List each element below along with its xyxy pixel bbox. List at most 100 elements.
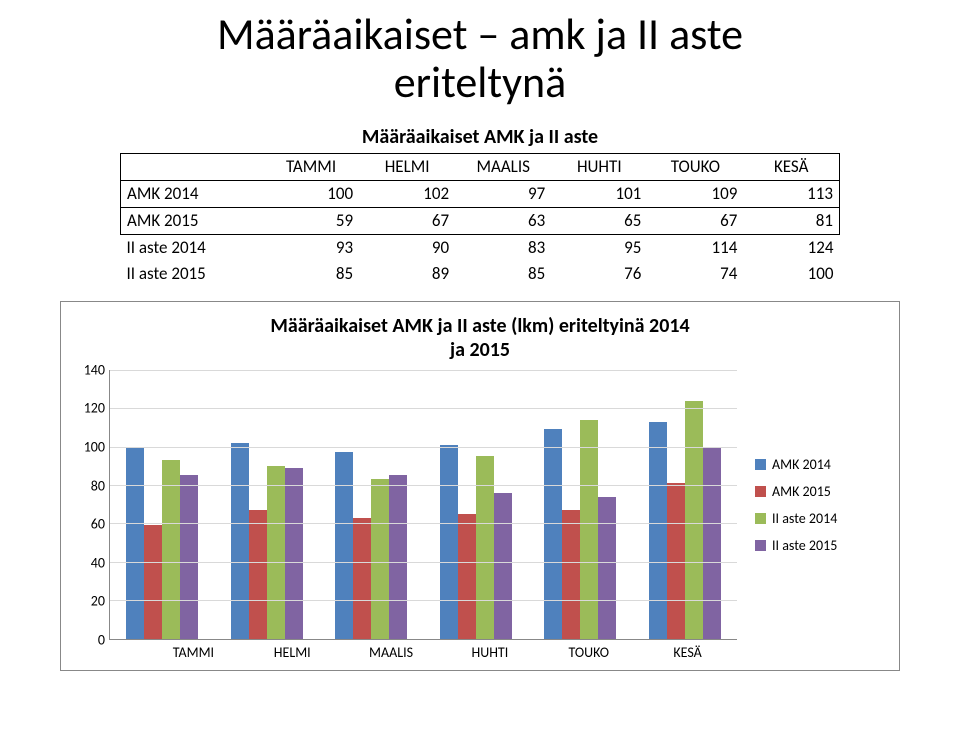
legend-swatch [755,540,766,551]
bar [458,514,476,639]
cell: 102 [359,180,455,207]
chart-title: Määräaikaiset AMK ja II aste (lkm) erite… [75,314,885,362]
bar [162,460,180,639]
grid-line [110,485,737,486]
bar-group [215,370,320,639]
chart-title-line1: Määräaikaiset AMK ja II aste (lkm) erite… [270,314,689,338]
legend: AMK 2014AMK 2015II aste 2014II aste 2015 [737,370,885,640]
y-tick-label: 140 [84,361,105,378]
bar [389,475,407,638]
cell: 67 [359,207,455,234]
table-header-cell: KESÄ [743,153,839,180]
y-axis: 020406080100120140 [75,370,109,640]
cell: 90 [359,234,455,261]
bar [476,456,494,639]
page-title: Määräaikaiset – amk ja II aste eriteltyn… [40,10,920,107]
cell: 81 [743,207,839,234]
cell: 114 [647,234,743,261]
cell: 97 [455,180,551,207]
row-label: AMK 2014 [121,180,264,207]
bar [440,445,458,639]
row-label: II aste 2015 [121,261,264,287]
legend-swatch [755,486,766,497]
table-row: AMK 2014 100 102 97 101 109 113 [121,180,840,207]
bar [598,497,616,639]
y-tick-label: 100 [84,438,105,455]
table-header-cell: HELMI [359,153,455,180]
legend-label: AMK 2015 [772,483,831,500]
grid-line [110,447,737,448]
row-label: II aste 2014 [121,234,264,261]
y-tick-label: 60 [91,516,105,533]
legend-label: II aste 2014 [772,510,837,527]
cell: 63 [455,207,551,234]
bar-group [424,370,529,639]
bar [267,466,285,639]
bar [126,447,144,639]
bar [371,479,389,638]
legend-label: AMK 2014 [772,456,831,473]
cell: 76 [551,261,647,287]
bar-group [633,370,738,639]
x-tick-label: TOUKO [539,644,638,661]
y-tick-label: 0 [98,631,105,648]
bar-group [110,370,215,639]
legend-swatch [755,459,766,470]
bar [180,475,198,638]
table-header-cell: MAALIS [455,153,551,180]
cell: 95 [551,234,647,261]
grid-line [110,408,737,409]
bar-chart: Määräaikaiset AMK ja II aste (lkm) erite… [60,301,900,671]
cell: 83 [455,234,551,261]
table-header-row: TAMMI HELMI MAALIS HUHTI TOUKO KESÄ [121,153,840,180]
cell: 109 [647,180,743,207]
legend-item: AMK 2015 [755,483,885,500]
cell: 89 [359,261,455,287]
title-line1: Määräaikaiset – amk ja II aste [217,7,743,61]
plot-area: TAMMIHELMIMAALISHUHTITOUKOKESÄ [109,370,737,640]
bar-groups [110,370,737,639]
x-tick-label: TAMMI [144,644,243,661]
bar [231,443,249,639]
bar [353,518,371,639]
bar [649,422,667,639]
table-header-cell: TOUKO [647,153,743,180]
bar [580,420,598,639]
cell: 85 [263,261,359,287]
bar [494,493,512,639]
x-tick-label: HELMI [243,644,342,661]
cell: 59 [263,207,359,234]
cell: 74 [647,261,743,287]
cell: 101 [551,180,647,207]
cell: 100 [263,180,359,207]
legend-swatch [755,513,766,524]
bar [144,525,162,638]
x-tick-label: HUHTI [440,644,539,661]
bar-group [528,370,633,639]
bar-group [319,370,424,639]
grid-line [110,370,737,371]
cell: 85 [455,261,551,287]
bar [703,447,721,639]
table-header-cell [121,153,264,180]
cell: 124 [743,234,839,261]
grid-line [110,523,737,524]
bar [285,468,303,639]
table: TAMMI HELMI MAALIS HUHTI TOUKO KESÄ AMK … [120,153,840,287]
x-tick-label: MAALIS [342,644,441,661]
cell: 100 [743,261,839,287]
table-header-cell: TAMMI [263,153,359,180]
table-caption: Määräaikaiset AMK ja II aste [120,125,840,149]
table-row: II aste 2014 93 90 83 95 114 124 [121,234,840,261]
y-tick-label: 20 [91,593,105,610]
cell: 113 [743,180,839,207]
bar [335,452,353,638]
table-header-cell: HUHTI [551,153,647,180]
row-label: AMK 2015 [121,207,264,234]
bar [562,510,580,639]
grid-line [110,562,737,563]
table-row: AMK 2015 59 67 63 65 67 81 [121,207,840,234]
y-tick-label: 80 [91,477,105,494]
y-tick-label: 120 [84,400,105,417]
legend-item: II aste 2014 [755,510,885,527]
